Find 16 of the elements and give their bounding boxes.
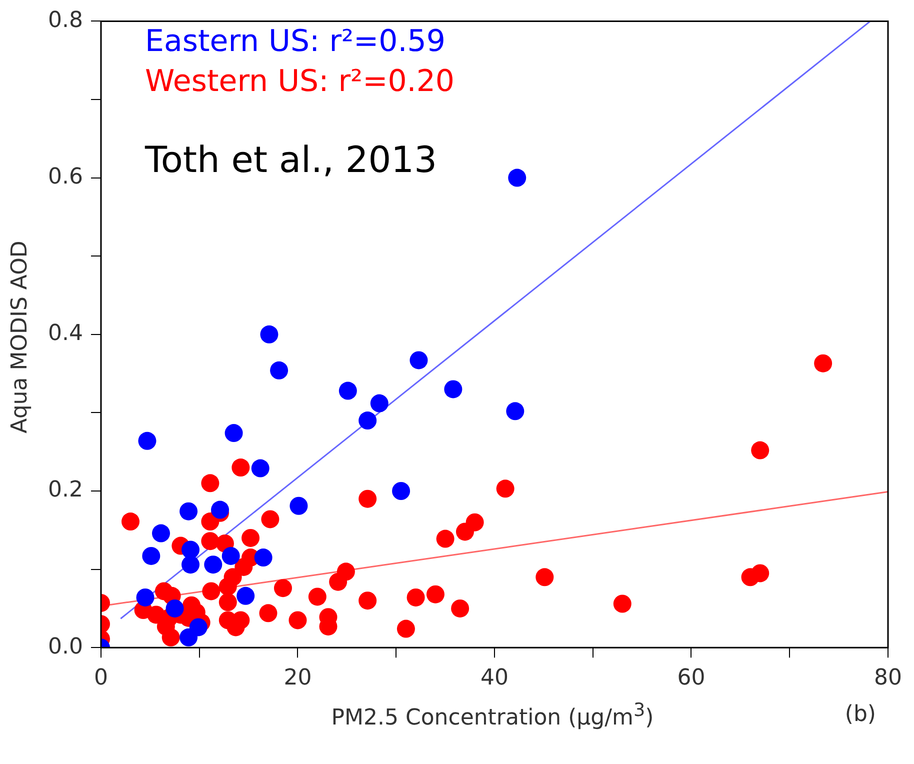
x-tick-label: 40: [480, 666, 508, 691]
text: Eastern US: r²=0.59: [145, 23, 446, 61]
x-tick-label: 20: [284, 666, 312, 691]
text: (b): [844, 702, 876, 727]
y-axis-title: Aqua MODIS AOD: [8, 240, 32, 434]
y-tick-label: 0.2: [48, 478, 83, 503]
y-tick-label: 0.0: [48, 634, 83, 660]
y-tick-label: 0.6: [48, 164, 83, 190]
y-tick-label: 0.4: [48, 321, 83, 346]
x-tick-label: 0: [94, 666, 108, 691]
x-tick-label: 60: [677, 666, 706, 691]
annotation: Toth et al., 2013: [145, 140, 437, 181]
x-tick-label: 80: [874, 666, 902, 691]
text: Western US: r²=0.20: [145, 63, 455, 101]
y-tick-label: 0.8: [48, 8, 83, 33]
x-axis-title: PM2.5 Concentration (μg/m$^{3}$): [331, 700, 654, 730]
